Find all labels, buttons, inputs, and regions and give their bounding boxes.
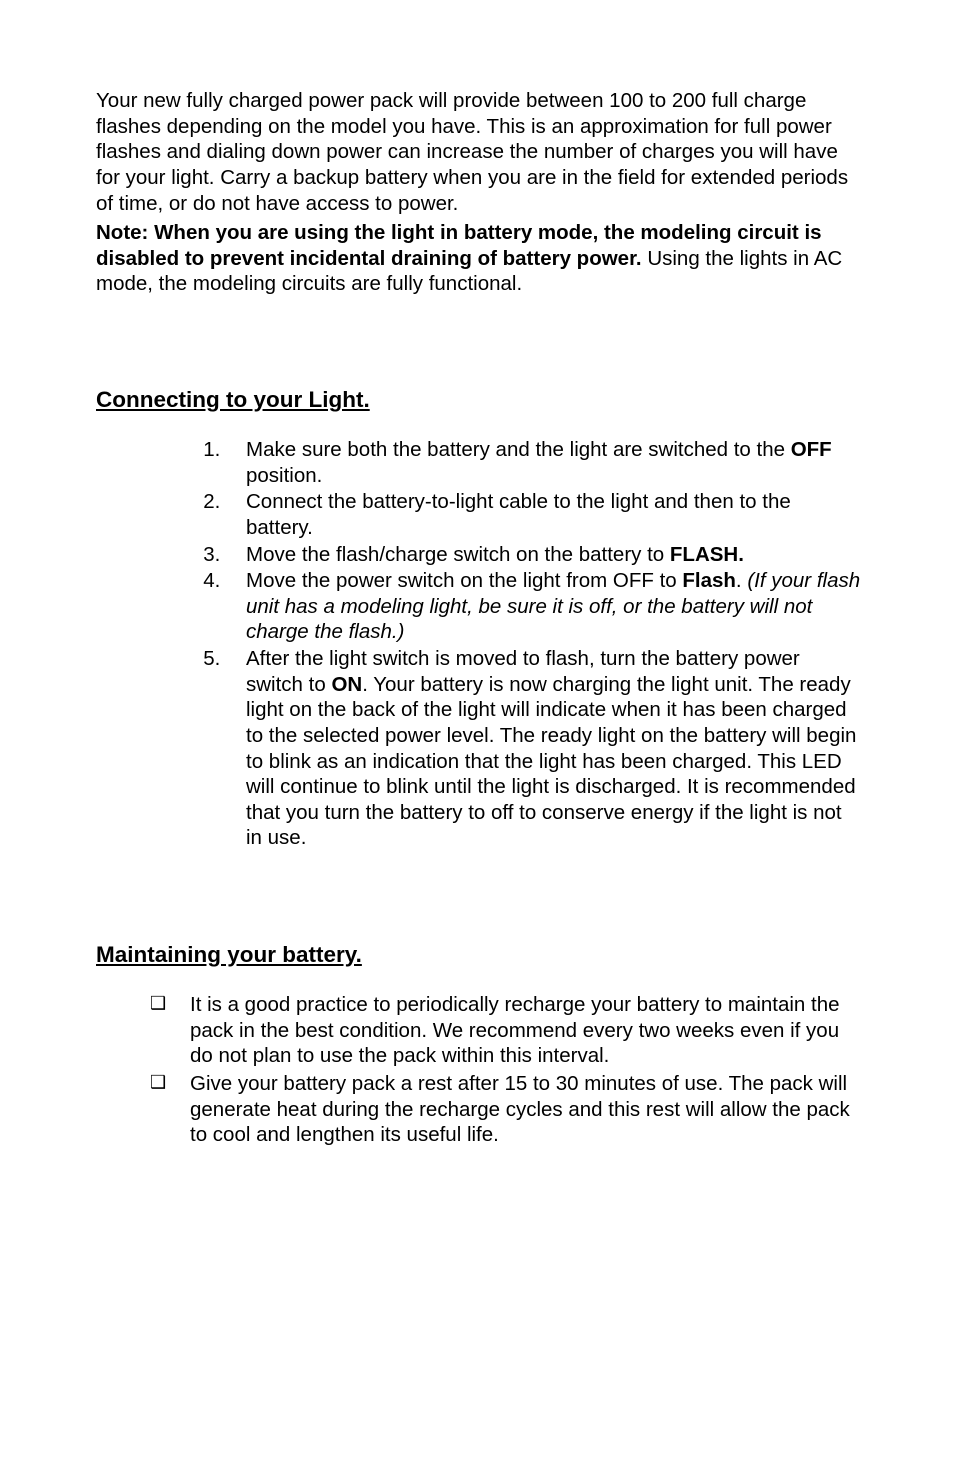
step-3: Move the flash/charge switch on the batt… [226,542,862,568]
step-4-text-a: Move the power switch on the light from … [246,569,682,592]
step-1-text-a: Make sure both the battery and the light… [246,438,791,461]
document-page: Your new fully charged power pack will p… [0,0,954,1475]
step-2: Connect the battery-to-light cable to th… [226,489,862,540]
section-heading-maintaining: Maintaining your battery. [96,942,862,968]
step-1-off: OFF [791,438,832,461]
step-4: Move the power switch on the light from … [226,568,862,645]
step-4-flash-bold: Flash [682,569,736,592]
spacer [96,301,862,343]
maintain-item-1: It is a good practice to periodically re… [150,992,862,1069]
step-1-text-c: position. [246,464,322,487]
step-1: Make sure both the battery and the light… [226,437,862,488]
step-3-flash: FLASH. [670,543,744,566]
step-5-on: ON [331,673,362,696]
intro-paragraph: Your new fully charged power pack will p… [96,88,862,216]
maintain-item-2: Give your battery pack a rest after 15 t… [150,1071,862,1148]
step-5-text-c: . Your battery is now charging the light… [246,673,856,850]
spacer [96,852,862,898]
step-5: After the light switch is moved to flash… [226,646,862,851]
maintaining-list: It is a good practice to periodically re… [96,992,862,1148]
step-4-text-c: . [736,569,747,592]
note-paragraph: Note: When you are using the light in ba… [96,220,862,297]
connecting-steps-list: Make sure both the battery and the light… [96,437,862,851]
section-heading-connecting: Connecting to your Light. [96,387,862,413]
step-3-text-a: Move the flash/charge switch on the batt… [246,543,670,566]
